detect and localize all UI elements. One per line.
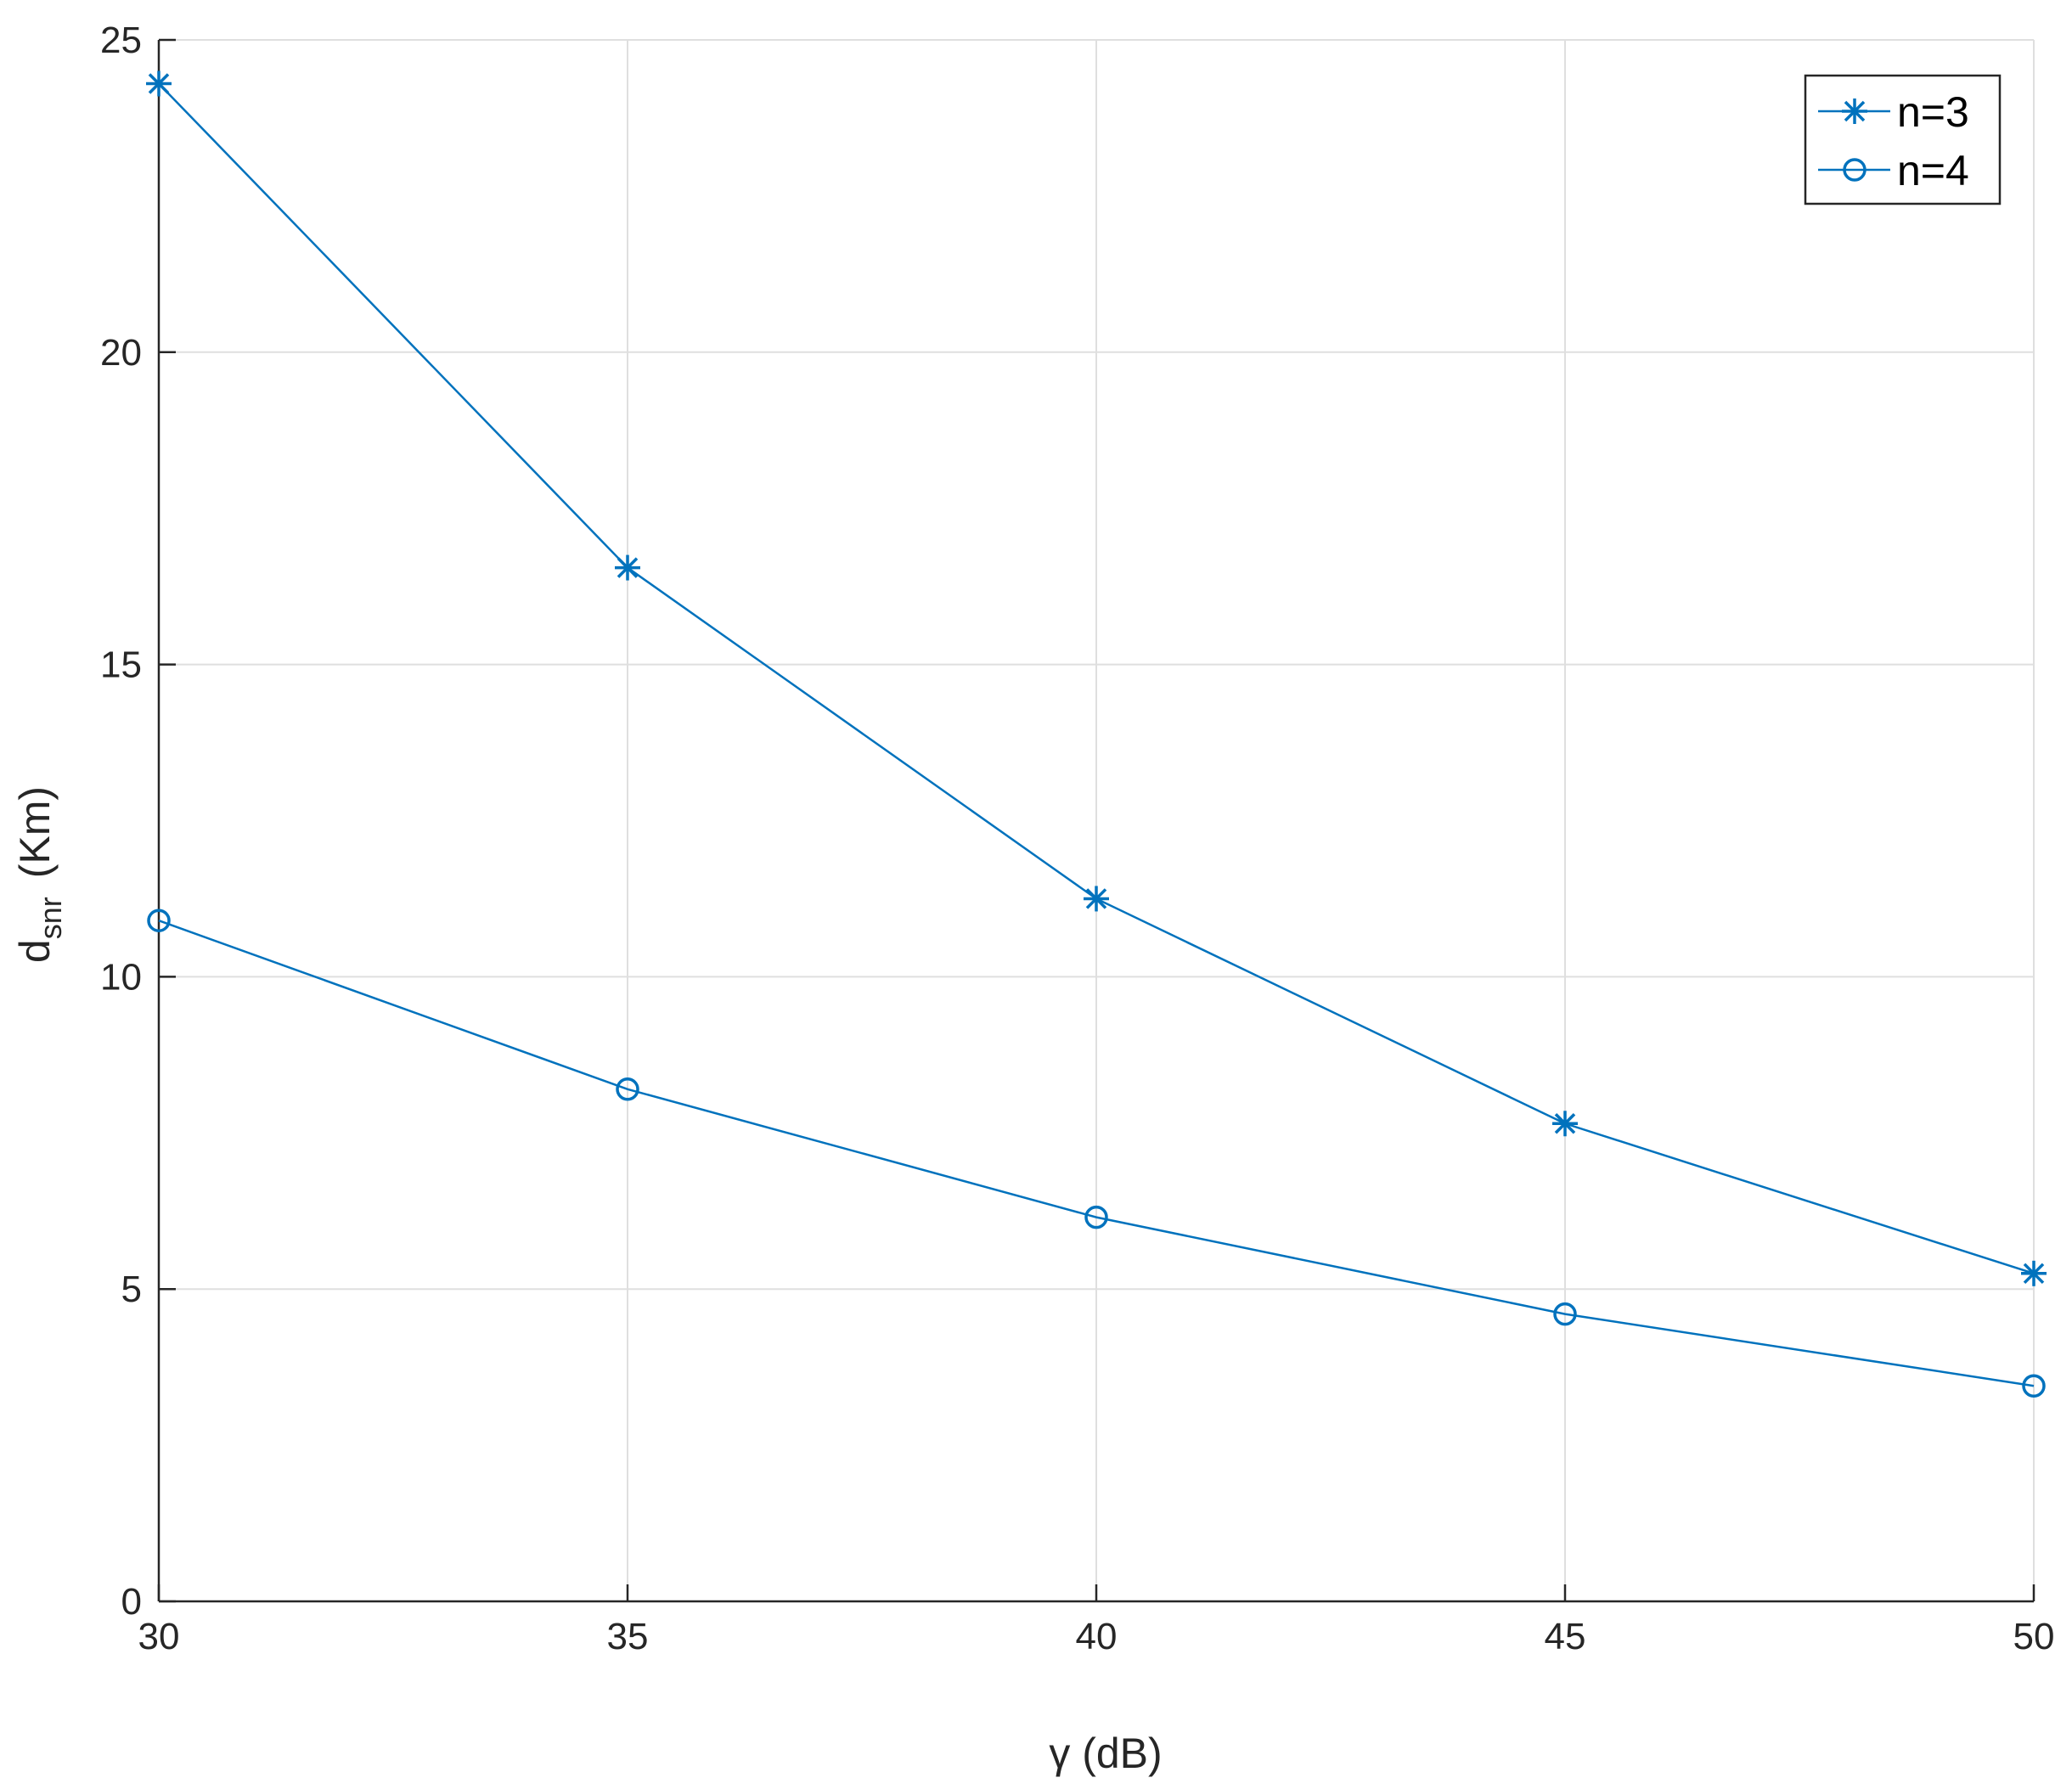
legend-box <box>1804 74 2002 205</box>
x-axis-title: γ (dB) <box>1049 1730 1162 1777</box>
x-tick-labels: 30 35 40 45 50 <box>138 1616 2055 1657</box>
series-line-n=4 <box>158 920 2035 1387</box>
data-point-n=3-35-d2 <box>617 557 639 578</box>
data-point-n=3-30 <box>146 70 172 97</box>
y-tick-label-0: 0 <box>121 1581 142 1623</box>
legend-label-n=3: n=3 <box>1897 88 1969 136</box>
y-axis-title-subscript: snr <box>33 897 68 939</box>
y-tick-label-20: 20 <box>100 332 142 374</box>
data-point-n=3-30-d2 <box>148 73 170 94</box>
data-point-n=4-30 <box>147 909 171 932</box>
y-axis-title-unit: (Km) <box>11 786 59 878</box>
legend: n=3n=4 <box>1804 74 2002 205</box>
data-point-n=3-40 <box>1084 886 1109 912</box>
x-tick-label-30: 30 <box>138 1616 180 1657</box>
legend-marker-n=3-d2 <box>1844 100 1866 122</box>
data-point-n=3-40-d2 <box>1085 888 1107 909</box>
data-point-n=3-45 <box>1552 1111 1578 1137</box>
y-axis-title: dsnr (Km) <box>11 786 68 963</box>
x-tick-label-40: 40 <box>1076 1616 1118 1657</box>
x-tick-label-35: 35 <box>607 1616 649 1657</box>
x-tick-label-50: 50 <box>2013 1616 2055 1657</box>
axes <box>157 38 2035 1603</box>
x-tick-label-45: 45 <box>1545 1616 1586 1657</box>
y-tick-label-10: 10 <box>100 956 142 998</box>
data-point-n=3-50 <box>2021 1260 2047 1286</box>
data-point-n=4-35 <box>616 1077 639 1101</box>
y-tick-label-15: 15 <box>100 644 142 686</box>
legend-label-n=4: n=4 <box>1897 147 1969 194</box>
data-point-n=3-35 <box>615 554 640 581</box>
series-layer <box>146 70 2047 1398</box>
data-point-n=4-40 <box>1084 1205 1108 1229</box>
y-tick-label-25: 25 <box>100 20 142 61</box>
legend-marker-n=3 <box>1842 98 1867 124</box>
legend-marker-n=4 <box>1843 158 1866 182</box>
data-point-n=4-50 <box>2022 1374 2046 1398</box>
data-point-n=4-45 <box>1553 1302 1577 1326</box>
y-axis-title-main: d <box>11 939 59 963</box>
data-point-n=3-50-d2 <box>2023 1263 2045 1285</box>
y-tick-label-5: 5 <box>121 1269 142 1310</box>
data-point-n=3-45-d2 <box>1554 1113 1576 1134</box>
y-tick-labels: 0 5 10 15 20 25 <box>100 20 142 1623</box>
